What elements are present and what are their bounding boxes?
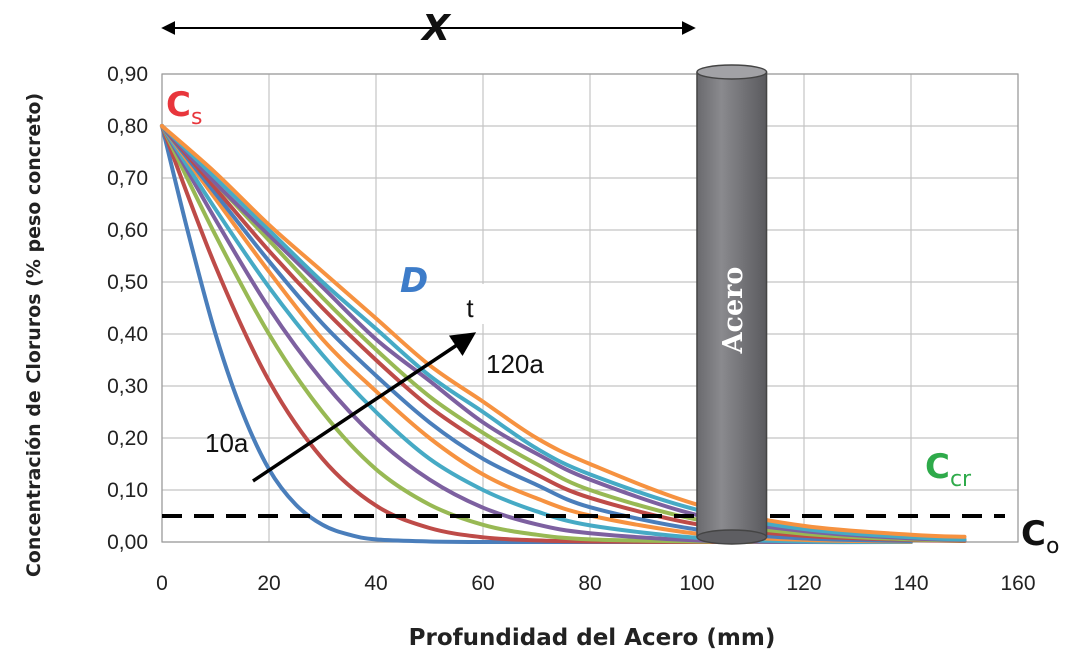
t-label-background bbox=[438, 284, 498, 324]
time-label: t bbox=[466, 293, 474, 323]
y-tick-label: 0,70 bbox=[107, 167, 148, 190]
x-tick-label: 80 bbox=[578, 572, 601, 595]
x-tick-label: 20 bbox=[257, 572, 280, 595]
y-axis-label: Concentración de Cloruros (% peso concre… bbox=[23, 93, 45, 577]
y-tick-label: 0,00 bbox=[107, 531, 148, 554]
x-tick-label: 40 bbox=[364, 572, 387, 595]
x-tick-label: 160 bbox=[1000, 572, 1035, 595]
y-tick-label: 0,90 bbox=[107, 63, 148, 86]
x-tick-labels: 0 20 40 60 80 100 120 140 160 bbox=[156, 572, 1035, 595]
x-tick-label: 140 bbox=[893, 572, 928, 595]
x-tick-label: 100 bbox=[679, 572, 714, 595]
series-line-11 bbox=[160, 124, 967, 542]
y-tick-labels: 0,00 0,10 0,20 0,30 0,40 0,50 0,60 0,70 0,80 0,90 bbox=[107, 63, 148, 554]
y-tick-label: 0,10 bbox=[107, 479, 148, 502]
cs-label: Cs bbox=[166, 85, 202, 130]
x-tick-label: 120 bbox=[786, 572, 821, 595]
y-tick-label: 0,80 bbox=[107, 115, 148, 138]
x-span-label: X bbox=[420, 8, 452, 49]
y-tick-label: 0,20 bbox=[107, 427, 148, 450]
time-120a-label: 120a bbox=[486, 349, 544, 379]
time-10a-label: 10a bbox=[205, 428, 249, 458]
series-line-3 bbox=[160, 124, 806, 544]
ccr-label: Ccr bbox=[925, 447, 972, 492]
series-line-12 bbox=[160, 124, 967, 539]
series-line-10 bbox=[160, 124, 967, 542]
y-tick-label: 0,60 bbox=[107, 219, 148, 242]
y-tick-label: 0,30 bbox=[107, 375, 148, 398]
rebar-body bbox=[697, 72, 767, 537]
rebar-cylinder: Acero bbox=[696, 64, 768, 545]
rebar-bottom bbox=[696, 529, 768, 545]
series-line-9 bbox=[160, 124, 967, 543]
annotations: Acero X Cs Ccr Co Dt 120a 10a bbox=[161, 8, 1059, 559]
co-label: Co bbox=[1021, 514, 1059, 559]
x-tick-label: 0 bbox=[156, 572, 168, 595]
grid bbox=[161, 73, 1019, 543]
diffusion-label: D bbox=[400, 261, 428, 301]
series-line-8 bbox=[160, 124, 967, 543]
x-axis-label: Profundidad del Acero (mm) bbox=[409, 625, 776, 651]
rebar-label: Acero bbox=[718, 267, 749, 355]
rebar-top bbox=[696, 64, 768, 80]
series-line-1 bbox=[160, 124, 699, 545]
y-tick-label: 0,40 bbox=[107, 323, 148, 346]
y-tick-label: 0,50 bbox=[107, 271, 148, 294]
x-tick-label: 60 bbox=[471, 572, 494, 595]
time-arrow bbox=[252, 332, 477, 483]
